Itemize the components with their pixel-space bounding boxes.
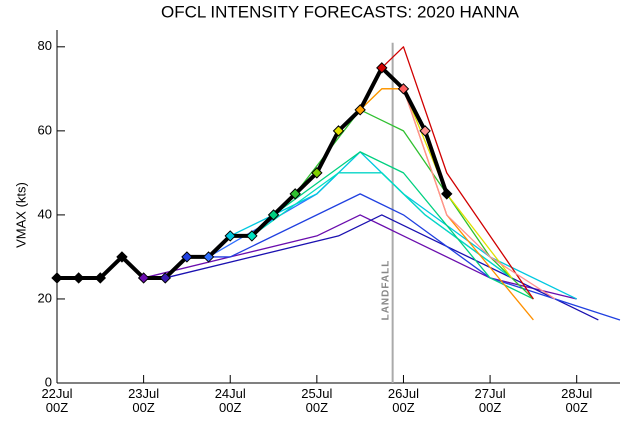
- best-track-marker: [441, 188, 453, 200]
- best-track-marker: [116, 251, 128, 263]
- x-tick-label: 26Jul 00Z: [388, 386, 419, 415]
- forecast-line: [294, 109, 534, 300]
- best-track-marker: [289, 188, 301, 200]
- x-tick-label: 27Jul 00Z: [475, 386, 506, 415]
- best-track-marker: [202, 251, 215, 263]
- best-track-marker: [159, 272, 171, 284]
- best-track-marker: [72, 272, 85, 284]
- best-track-marker: [246, 230, 258, 242]
- forecast-line: [381, 46, 534, 300]
- chart-title: OFCL INTENSITY FORECASTS: 2020 HANNA: [161, 2, 520, 21]
- y-tick-label: 60: [38, 122, 52, 137]
- y-tick-label: 20: [38, 290, 52, 305]
- best-track-marker: [311, 167, 323, 179]
- best-track-marker: [376, 62, 388, 74]
- x-tick-label: 23Jul 00Z: [128, 386, 159, 415]
- best-track-marker: [137, 272, 150, 284]
- best-track-marker: [419, 125, 431, 137]
- best-track-marker: [224, 230, 236, 242]
- best-track-marker: [181, 251, 193, 263]
- landfall-label: LANDFALL: [380, 260, 391, 321]
- best-track-marker: [397, 83, 410, 95]
- best-track-marker: [51, 272, 63, 284]
- y-tick-label: 40: [38, 206, 52, 221]
- x-tick-label: 25Jul 00Z: [301, 386, 332, 415]
- best-track-marker: [332, 125, 345, 137]
- forecast-line: [251, 172, 513, 279]
- x-tick-label: 28Jul 00Z: [561, 386, 592, 415]
- forecast-line: [186, 193, 621, 321]
- best-track-marker: [267, 209, 280, 221]
- y-tick-label: 80: [38, 38, 52, 53]
- y-axis-label: VMAX (kts): [13, 182, 28, 248]
- y-tick-label: 0: [45, 374, 52, 389]
- forecast-line: [402, 88, 556, 300]
- best-track-marker: [94, 272, 107, 284]
- x-tick-label: 24Jul 00Z: [215, 386, 246, 415]
- best-track-marker: [354, 104, 366, 116]
- x-tick-label: 22Jul 00Z: [41, 386, 72, 415]
